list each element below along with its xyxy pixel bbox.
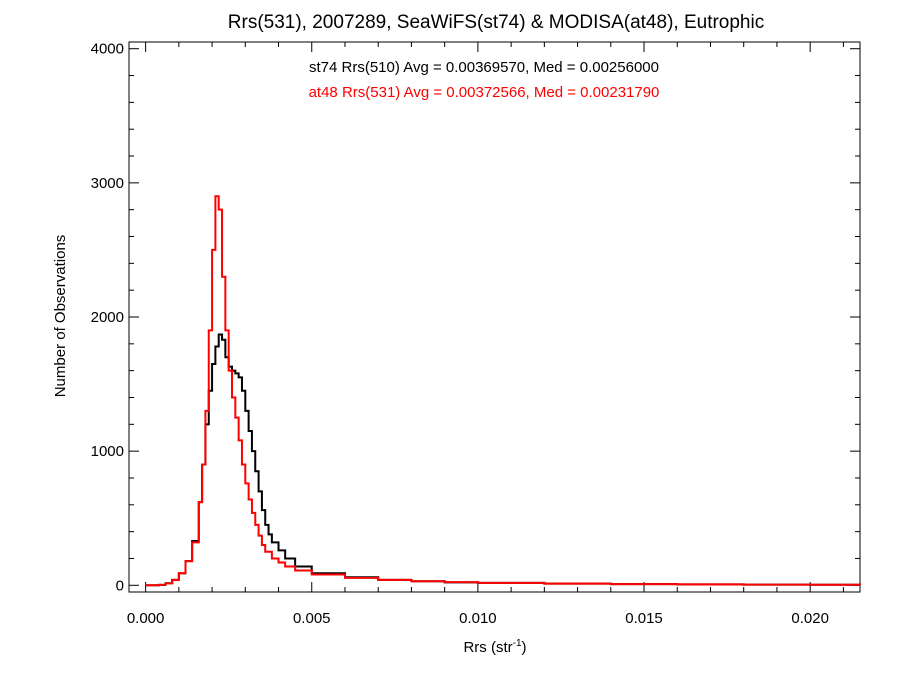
plot-border	[128, 41, 861, 593]
x-tick-label: 0.015	[625, 610, 663, 627]
x-tick-label: 0.005	[293, 610, 331, 627]
annotation-layer: st74 Rrs(510) Avg = 0.00369570, Med = 0.…	[309, 59, 660, 101]
y-tick-label: 4000	[91, 41, 124, 58]
stats-annotation-1: st74 Rrs(510) Avg = 0.00369570, Med = 0.…	[309, 59, 659, 76]
y-axis-ticks: 0 1000 2000 3000 4000	[91, 41, 860, 594]
chart-title: Rrs(531), 2007289, SeaWiFS(st74) & MODIS…	[228, 12, 764, 33]
plot-frame	[128, 41, 861, 593]
y-axis-label: Number of Observations	[52, 235, 69, 398]
x-axis-label: Rrs (str-1)	[463, 638, 526, 656]
y-tick-label: 3000	[91, 175, 124, 192]
x-tick-label: 0.010	[459, 610, 497, 627]
y-tick-label: 1000	[91, 443, 124, 460]
x-axis-ticks: 0.000 0.005 0.010 0.015 0.020	[127, 42, 844, 627]
y-tick-label: 0	[116, 577, 124, 594]
stats-annotation-2: at48 Rrs(531) Avg = 0.00372566, Med = 0.…	[309, 84, 660, 101]
x-axis-label-suffix: )	[522, 639, 527, 656]
x-tick-label: 0.000	[127, 610, 165, 627]
y-tick-label: 2000	[91, 309, 124, 326]
series-line-1	[145, 333, 861, 587]
series-line-2	[145, 195, 861, 587]
x-axis-label-superscript: -1	[513, 638, 522, 649]
x-axis-label-main: Rrs (str	[463, 639, 512, 656]
x-tick-label: 0.020	[791, 610, 829, 627]
series-layer	[145, 195, 861, 587]
